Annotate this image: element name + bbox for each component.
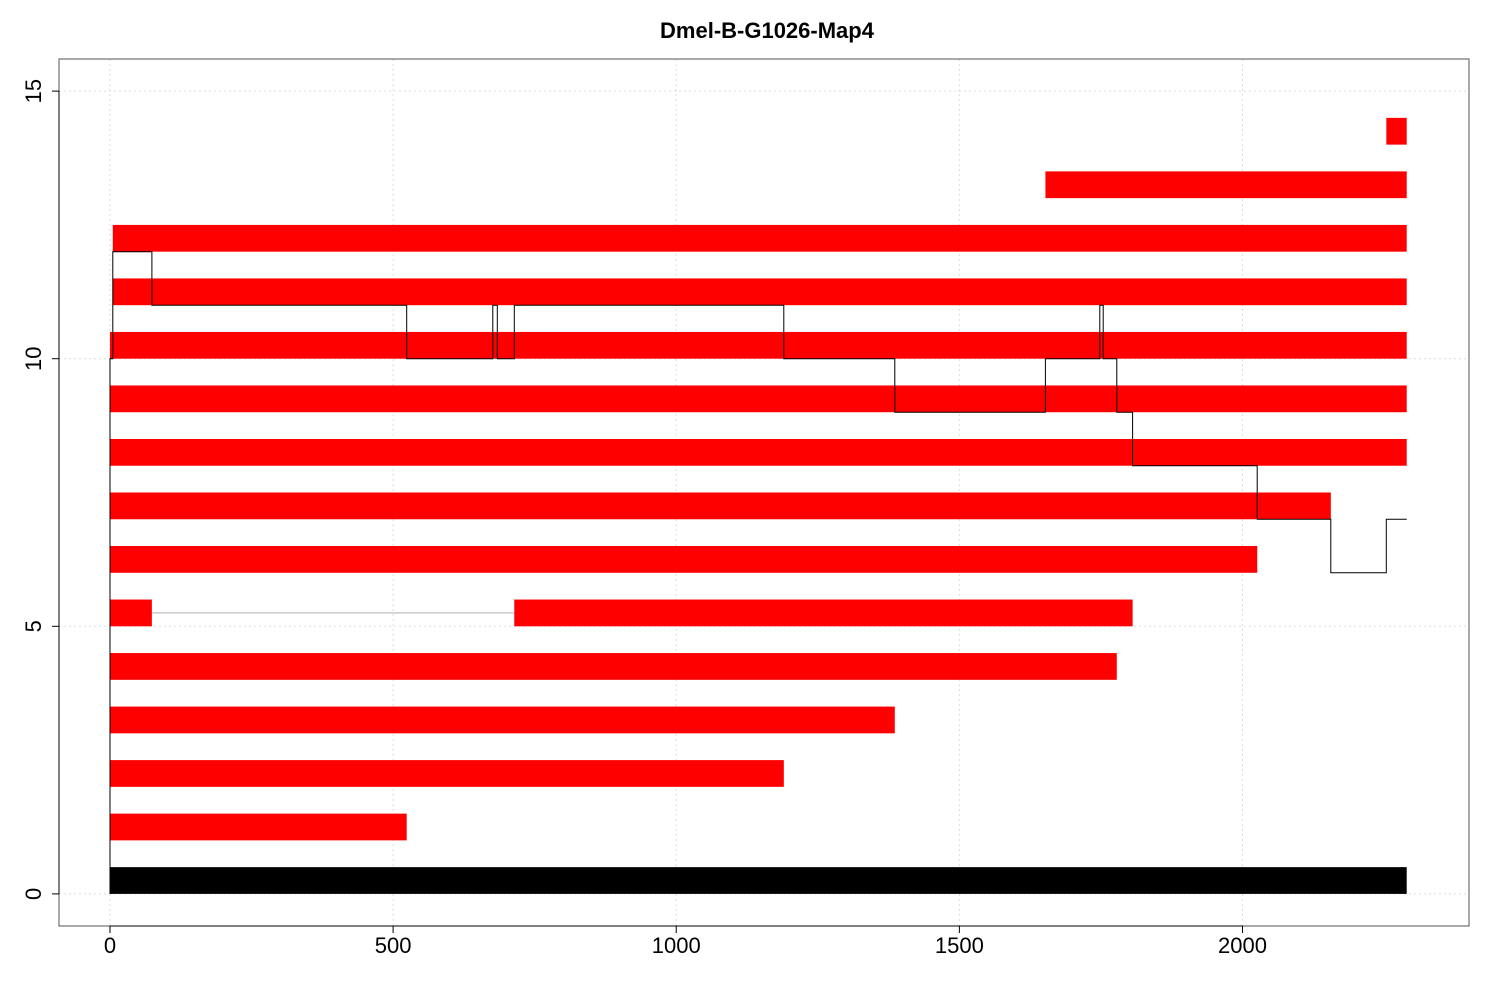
- y-tick-label: 15: [21, 79, 46, 103]
- segment-bar: [112, 278, 1407, 306]
- path-line: [109, 251, 1407, 894]
- segment-bar: [1386, 117, 1407, 145]
- segment-bar: [109, 385, 1407, 413]
- segment-bar: [109, 546, 1258, 573]
- y-axis: 0 5 10 15: [21, 79, 60, 900]
- segment-bar: [109, 438, 1407, 466]
- segment-bar: [109, 813, 407, 841]
- segment-bar: [109, 653, 1117, 680]
- segment-bar: [1045, 171, 1407, 199]
- path-layer: [109, 251, 1407, 894]
- y-tick-label: 5: [21, 620, 46, 632]
- x-tick-label: 0: [104, 933, 116, 958]
- reference-bar: [109, 867, 1407, 894]
- x-tick-label: 1500: [935, 933, 984, 958]
- x-axis: 0 500 1000 1500 2000: [104, 925, 1267, 958]
- x-tick-label: 1000: [652, 933, 701, 958]
- segment-bar: [109, 760, 784, 787]
- segment-bar: [514, 599, 1133, 627]
- y-tick-label: 0: [21, 888, 46, 900]
- x-tick-label: 500: [375, 933, 412, 958]
- chart-title: Dmel-B-G1026-Map4: [660, 18, 875, 43]
- segment-bar: [109, 706, 895, 734]
- segment-bar: [109, 599, 152, 627]
- x-tick-label: 2000: [1218, 933, 1267, 958]
- y-tick-label: 10: [21, 346, 46, 370]
- segment-bar: [109, 492, 1331, 520]
- segment-bar: [112, 224, 1407, 252]
- segment-bar: [109, 331, 1407, 359]
- segments-layer: [109, 117, 1407, 894]
